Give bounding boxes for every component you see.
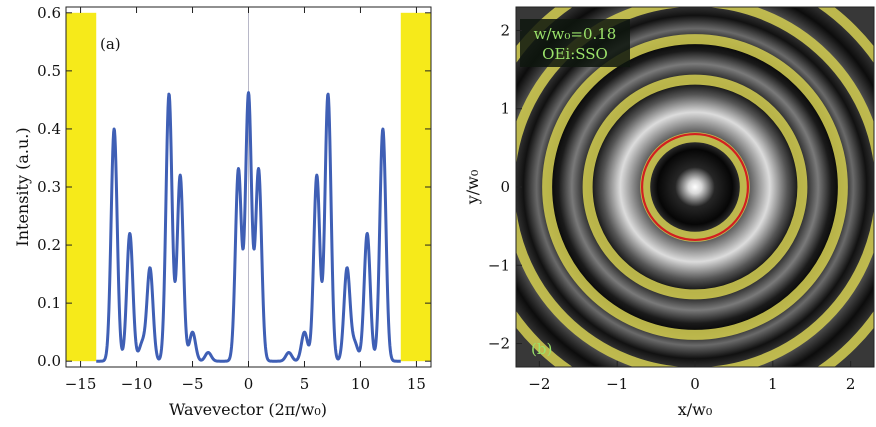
y-tick-label: 0.0: [37, 352, 61, 370]
x-tick-label-b: 1: [768, 375, 778, 393]
y-tick-label-b: −2: [488, 335, 510, 353]
panel-b-beam-profile: w/w₀=0.18 OEi:SSO (b) −2 −1 0 1 2 −2 −1 0 1 2 x/…: [463, 6, 875, 419]
x-axis-title: Wavevector (2π/w₀): [169, 400, 327, 419]
yellow-rings: [516, 7, 874, 367]
y-axis-ticks-b: −2 −1 0 1 2: [488, 21, 522, 353]
x-tick-label: 5: [300, 375, 310, 393]
red-ring: [640, 132, 750, 242]
x-tick-label: −15: [65, 375, 97, 393]
x-axis-ticks-b: −2 −1 0 1 2: [528, 361, 855, 393]
y-tick-label: 0.2: [37, 236, 61, 254]
y-tick-label-b: −1: [488, 256, 510, 274]
x-tick-label: −5: [181, 375, 203, 393]
panel-b-label: (b): [531, 340, 552, 358]
x-axis-title-b: x/w₀: [678, 400, 713, 419]
y-tick-label: 0.4: [37, 120, 61, 138]
x-tick-label: 15: [407, 375, 426, 393]
x-tick-label-b: −2: [528, 375, 550, 393]
x-tick-label: 10: [351, 375, 370, 393]
y-tick-label: 0.3: [37, 178, 61, 196]
x-axis-ticks: −15 −10 −5 0 5 10 15: [65, 7, 426, 393]
info-box: [520, 19, 630, 67]
x-tick-label: 0: [244, 375, 254, 393]
panel-a-intensity-plot: −15 −10 −5 0 5 10 15 0.0 0.1 0.2 0.3 0.4 0.5 0.6 (a)…: [13, 4, 432, 419]
annotation-ratio: w/w₀=0.18: [534, 25, 617, 43]
x-tick-label-b: 0: [690, 375, 700, 393]
x-tick-label: −10: [121, 375, 153, 393]
y-tick-label: 0.5: [37, 62, 61, 80]
y-tick-label-b: 2: [500, 21, 510, 39]
panel-a-label: (a): [100, 35, 121, 53]
y-tick-label: 0.6: [37, 4, 61, 22]
annotation-material: OEi:SSO: [542, 45, 608, 63]
y-tick-label: 0.1: [37, 294, 61, 312]
yellow-ring-2: [542, 34, 848, 340]
yellow-ring-0: [640, 132, 750, 242]
y-axis-title: Intensity (a.u.): [13, 127, 32, 246]
y-axis-title-b: y/w₀: [463, 170, 482, 206]
x-tick-label-b: 2: [846, 375, 856, 393]
y-axis-ticks: 0.0 0.1 0.2 0.3 0.4 0.5 0.6: [37, 4, 431, 370]
y-tick-label-b: 0: [500, 178, 510, 196]
x-tick-label-b: −1: [606, 375, 628, 393]
intensity-curve: [95, 91, 402, 363]
y-tick-label-b: 1: [500, 100, 510, 118]
yellow-ring-1: [582, 74, 808, 300]
